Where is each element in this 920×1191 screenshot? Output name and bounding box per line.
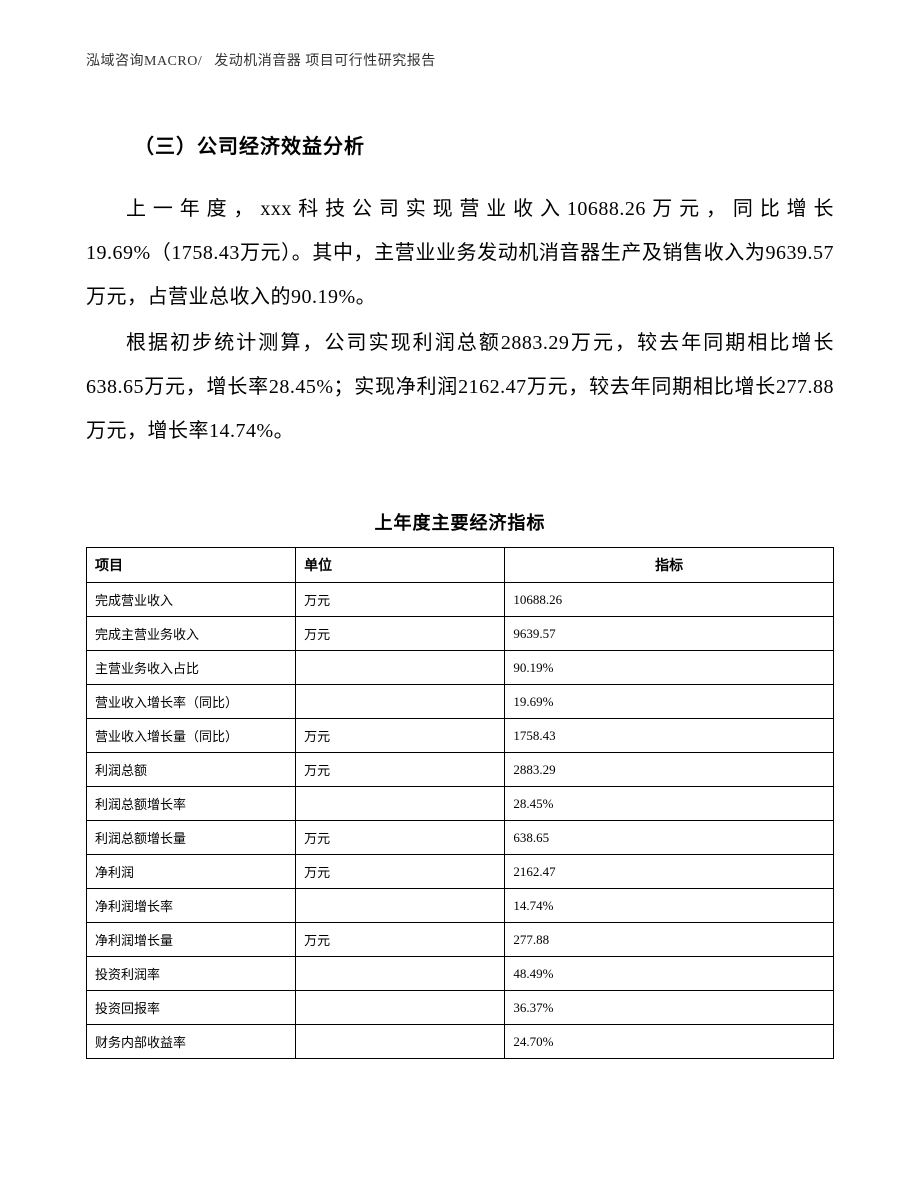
cell-unit: 万元 [296, 753, 505, 787]
table-row: 营业收入增长量（同比） 万元 1758.43 [87, 719, 834, 753]
cell-unit: 万元 [296, 855, 505, 889]
cell-indicator: 90.19% [505, 651, 834, 685]
paragraph-2: 根据初步统计测算，公司实现利润总额2883.29万元，较去年同期相比增长638.… [86, 321, 834, 453]
cell-project: 利润总额增长率 [87, 787, 296, 821]
table-row: 投资回报率 36.37% [87, 991, 834, 1025]
col-header-indicator: 指标 [505, 548, 834, 583]
cell-indicator: 28.45% [505, 787, 834, 821]
economic-indicators-table: 项目 单位 指标 完成营业收入 万元 10688.26 完成主营业务收入 万元 … [86, 547, 834, 1059]
cell-indicator: 9639.57 [505, 617, 834, 651]
cell-project: 净利润增长量 [87, 923, 296, 957]
table-row: 财务内部收益率 24.70% [87, 1025, 834, 1059]
cell-project: 完成主营业务收入 [87, 617, 296, 651]
table-row: 完成营业收入 万元 10688.26 [87, 583, 834, 617]
cell-project: 主营业务收入占比 [87, 651, 296, 685]
cell-project: 财务内部收益率 [87, 1025, 296, 1059]
table-row: 利润总额增长量 万元 638.65 [87, 821, 834, 855]
header-right: 发动机消音器 项目可行性研究报告 [214, 54, 436, 69]
table-row: 完成主营业务收入 万元 9639.57 [87, 617, 834, 651]
table-row: 营业收入增长率（同比） 19.69% [87, 685, 834, 719]
cell-project: 投资回报率 [87, 991, 296, 1025]
page-container: 泓域咨询MACRO/ 发动机消音器 项目可行性研究报告 （三）公司经济效益分析 … [0, 0, 920, 1119]
cell-indicator: 10688.26 [505, 583, 834, 617]
table-row: 净利润增长率 14.74% [87, 889, 834, 923]
cell-unit: 万元 [296, 923, 505, 957]
cell-project: 净利润 [87, 855, 296, 889]
cell-project: 利润总额 [87, 753, 296, 787]
cell-unit [296, 1025, 505, 1059]
cell-unit [296, 991, 505, 1025]
cell-indicator: 277.88 [505, 923, 834, 957]
cell-project: 投资利润率 [87, 957, 296, 991]
table-title: 上年度主要经济指标 [86, 509, 834, 535]
cell-indicator: 24.70% [505, 1025, 834, 1059]
cell-indicator: 19.69% [505, 685, 834, 719]
cell-unit: 万元 [296, 719, 505, 753]
cell-unit: 万元 [296, 821, 505, 855]
col-header-unit: 单位 [296, 548, 505, 583]
table-header-row: 项目 单位 指标 [87, 548, 834, 583]
cell-unit [296, 685, 505, 719]
cell-unit: 万元 [296, 583, 505, 617]
cell-project: 营业收入增长率（同比） [87, 685, 296, 719]
table-body: 完成营业收入 万元 10688.26 完成主营业务收入 万元 9639.57 主… [87, 583, 834, 1059]
table-row: 净利润增长量 万元 277.88 [87, 923, 834, 957]
col-header-project: 项目 [87, 548, 296, 583]
cell-indicator: 2162.47 [505, 855, 834, 889]
section-heading: （三）公司经济效益分析 [134, 130, 834, 159]
page-header: 泓域咨询MACRO/ 发动机消音器 项目可行性研究报告 [86, 50, 834, 70]
cell-indicator: 638.65 [505, 821, 834, 855]
cell-indicator: 36.37% [505, 991, 834, 1025]
table-row: 主营业务收入占比 90.19% [87, 651, 834, 685]
paragraph-1: 上一年度，xxx科技公司实现营业收入10688.26万元，同比增长19.69%（… [86, 187, 834, 319]
cell-unit [296, 889, 505, 923]
cell-unit: 万元 [296, 617, 505, 651]
table-row: 净利润 万元 2162.47 [87, 855, 834, 889]
cell-project: 利润总额增长量 [87, 821, 296, 855]
cell-project: 净利润增长率 [87, 889, 296, 923]
cell-unit [296, 957, 505, 991]
cell-project: 完成营业收入 [87, 583, 296, 617]
cell-indicator: 48.49% [505, 957, 834, 991]
header-left: 泓域咨询MACRO/ [86, 54, 202, 69]
table-row: 利润总额 万元 2883.29 [87, 753, 834, 787]
table-row: 投资利润率 48.49% [87, 957, 834, 991]
cell-unit [296, 651, 505, 685]
cell-indicator: 2883.29 [505, 753, 834, 787]
table-row: 利润总额增长率 28.45% [87, 787, 834, 821]
cell-indicator: 14.74% [505, 889, 834, 923]
cell-indicator: 1758.43 [505, 719, 834, 753]
cell-unit [296, 787, 505, 821]
cell-project: 营业收入增长量（同比） [87, 719, 296, 753]
